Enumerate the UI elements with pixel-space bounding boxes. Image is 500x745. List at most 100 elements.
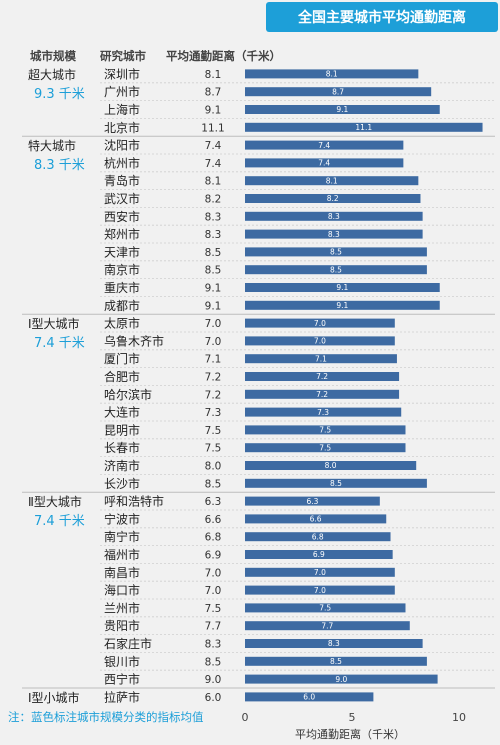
city-label: 郑州市 xyxy=(104,227,140,242)
bar xyxy=(245,122,483,132)
bar xyxy=(245,443,406,453)
value-label: 6.6 xyxy=(205,514,222,526)
bar-data-label: 8.5 xyxy=(330,265,342,274)
bar xyxy=(245,194,421,203)
bar-data-label: 7.5 xyxy=(319,443,331,452)
city-label: 兰州市 xyxy=(104,600,140,615)
city-label: 长春市 xyxy=(104,440,140,455)
city-label: 呼和浩特市 xyxy=(104,494,164,509)
value-label: 7.2 xyxy=(205,389,222,401)
city-label: 南京市 xyxy=(104,262,140,277)
bar xyxy=(245,105,440,114)
city-label: 乌鲁木齐市 xyxy=(104,333,164,348)
bar xyxy=(245,514,387,524)
bar-data-label: 7.1 xyxy=(315,354,327,363)
group-name: Ⅱ型大城市 xyxy=(28,494,82,509)
value-label: 7.1 xyxy=(205,354,222,366)
value-label: 7.0 xyxy=(205,336,222,348)
city-label: 海口市 xyxy=(104,583,140,598)
bar-data-label: 9.0 xyxy=(335,675,347,684)
group-name: 超大城市 xyxy=(28,67,76,82)
chart-title: 全国主要城市平均通勤距离 xyxy=(297,9,466,26)
city-label: 贵阳市 xyxy=(104,618,140,633)
bar xyxy=(245,336,395,346)
bar-data-label: 7.3 xyxy=(317,408,329,417)
value-label: 9.1 xyxy=(205,283,222,295)
group-name: 特大城市 xyxy=(28,138,76,153)
value-label: 8.2 xyxy=(205,194,222,206)
value-label: 6.8 xyxy=(205,532,222,544)
city-label: 青岛市 xyxy=(104,173,140,188)
value-label: 8.0 xyxy=(205,461,222,473)
city-label: 成都市 xyxy=(104,298,140,313)
bar-data-label: 9.1 xyxy=(336,105,348,114)
bar xyxy=(245,87,432,97)
value-label: 9.1 xyxy=(205,300,222,312)
city-label: 长沙市 xyxy=(104,476,140,491)
bar xyxy=(245,674,438,684)
value-label: 7.0 xyxy=(205,585,222,597)
city-label: 宁波市 xyxy=(104,511,140,526)
value-label: 7.0 xyxy=(205,567,222,579)
bar xyxy=(245,425,406,435)
bar-data-label: 9.1 xyxy=(336,301,348,310)
bar xyxy=(245,69,419,79)
bar xyxy=(245,496,380,506)
value-label: 8.5 xyxy=(205,478,222,490)
bar xyxy=(245,478,427,488)
city-label: 石家庄市 xyxy=(104,636,152,651)
city-label: 沈阳市 xyxy=(104,138,140,153)
bar-data-label: 7.0 xyxy=(314,586,326,595)
header-value: 平均通勤距离（千米） xyxy=(166,49,281,63)
value-label: 7.2 xyxy=(205,372,222,384)
x-axis-label: 平均通勤距离（千米） xyxy=(295,727,405,741)
bar-data-label: 7.2 xyxy=(316,372,328,381)
value-label: 7.3 xyxy=(205,407,222,419)
bar xyxy=(245,407,402,417)
value-label: 6.0 xyxy=(205,692,222,704)
x-tick-label: 10 xyxy=(452,711,466,724)
bar-data-label: 8.1 xyxy=(326,176,338,185)
value-label: 7.4 xyxy=(205,140,222,152)
bar xyxy=(245,550,393,559)
bar xyxy=(245,656,427,666)
bar xyxy=(245,229,423,239)
bar xyxy=(245,585,395,595)
bar-data-label: 8.7 xyxy=(332,87,344,96)
x-tick-label: 5 xyxy=(349,711,356,724)
city-label: 天津市 xyxy=(104,244,140,259)
city-label: 西安市 xyxy=(104,209,140,224)
bar-data-label: 7.7 xyxy=(321,621,333,630)
city-label: 福州市 xyxy=(104,547,140,562)
bar xyxy=(245,300,440,310)
bar-data-label: 6.6 xyxy=(310,515,322,524)
bar xyxy=(245,692,374,702)
group-average: 7.4 千米 xyxy=(34,514,85,529)
value-label: 7.4 xyxy=(205,158,222,170)
city-label: 武汉市 xyxy=(104,191,140,206)
bar-data-label: 9.1 xyxy=(336,283,348,292)
city-label: 西宁市 xyxy=(104,672,140,687)
value-label: 11.1 xyxy=(201,122,224,134)
value-label: 9.0 xyxy=(205,674,222,686)
group-average: 8.3 千米 xyxy=(34,158,85,173)
city-label: 北京市 xyxy=(104,120,140,135)
value-label: 6.3 xyxy=(205,496,222,508)
value-label: 7.0 xyxy=(205,318,222,330)
footnote: 注：蓝色标注城市规模分类的指标均值 xyxy=(8,710,204,724)
city-label: 杭州市 xyxy=(104,155,140,170)
group-average: 9.3 千米 xyxy=(34,87,85,102)
bar-data-label: 6.8 xyxy=(312,532,324,541)
city-label: 太原市 xyxy=(104,316,140,331)
bar xyxy=(245,354,397,364)
bar-data-label: 7.5 xyxy=(319,604,331,613)
city-label: 拉萨市 xyxy=(104,689,140,704)
bar xyxy=(245,265,427,275)
value-label: 8.1 xyxy=(205,176,222,188)
bar-data-label: 7.5 xyxy=(319,426,331,435)
value-label: 8.3 xyxy=(205,639,222,651)
bar xyxy=(245,283,440,292)
city-label: 广州市 xyxy=(104,84,140,99)
value-label: 8.3 xyxy=(205,229,222,241)
bar-data-label: 8.2 xyxy=(327,194,339,203)
